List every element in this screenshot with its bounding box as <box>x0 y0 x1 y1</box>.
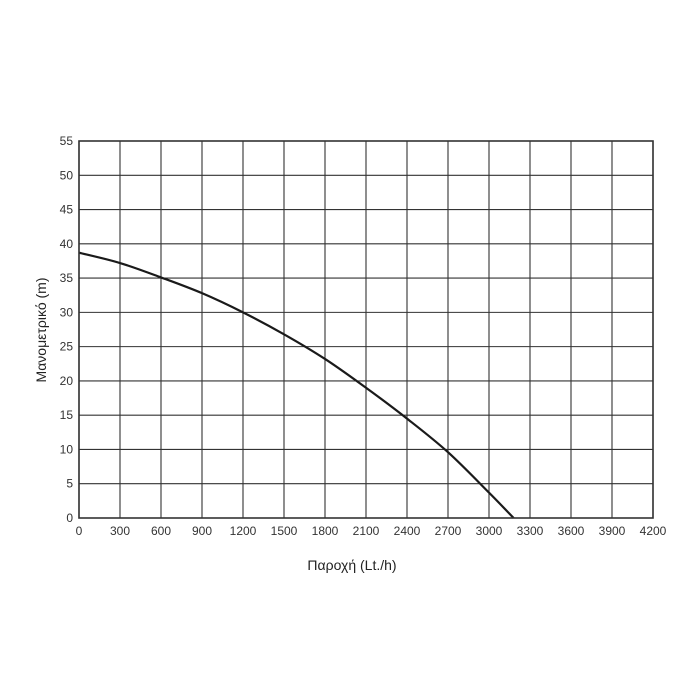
x-tick-label: 600 <box>151 524 171 538</box>
x-tick-label: 900 <box>192 524 212 538</box>
grid <box>78 140 654 519</box>
y-tick-label: 35 <box>60 271 74 285</box>
x-tick-label: 0 <box>76 524 83 538</box>
x-tick-label: 3000 <box>476 524 503 538</box>
x-tick-label: 1800 <box>312 524 339 538</box>
x-tick-label: 1200 <box>230 524 257 538</box>
x-tick-label: 1500 <box>271 524 298 538</box>
y-tick-label: 30 <box>60 305 74 319</box>
y-tick-label: 55 <box>60 134 74 148</box>
y-tick-label: 40 <box>60 237 74 251</box>
y-tick-label: 10 <box>60 442 74 456</box>
y-tick-label: 25 <box>60 340 74 354</box>
x-tick-label: 2400 <box>394 524 421 538</box>
x-axis-title: Παροχή (Lt./h) <box>307 557 396 573</box>
plot-frame <box>78 140 654 519</box>
y-tick-label: 20 <box>60 374 74 388</box>
y-tick-label: 50 <box>60 168 74 182</box>
y-tick-label: 5 <box>66 477 73 491</box>
x-tick-label: 2700 <box>435 524 462 538</box>
x-tick-label: 3600 <box>558 524 585 538</box>
x-tick-label: 4200 <box>640 524 667 538</box>
y-tick-label: 45 <box>60 203 74 217</box>
x-tick-label: 3300 <box>517 524 544 538</box>
tick-labels: 0 300 600 900 1200 1500 1800 2100 2400 2700 3000 33… <box>60 134 667 538</box>
y-tick-label: 0 <box>66 511 73 525</box>
pump-curve-line <box>78 251 515 519</box>
x-tick-label: 300 <box>110 524 130 538</box>
x-tick-label: 2100 <box>353 524 380 538</box>
y-tick-label: 15 <box>60 408 74 422</box>
y-axis-title: Μανομετρικό (m) <box>33 278 49 383</box>
x-tick-label: 3900 <box>599 524 626 538</box>
